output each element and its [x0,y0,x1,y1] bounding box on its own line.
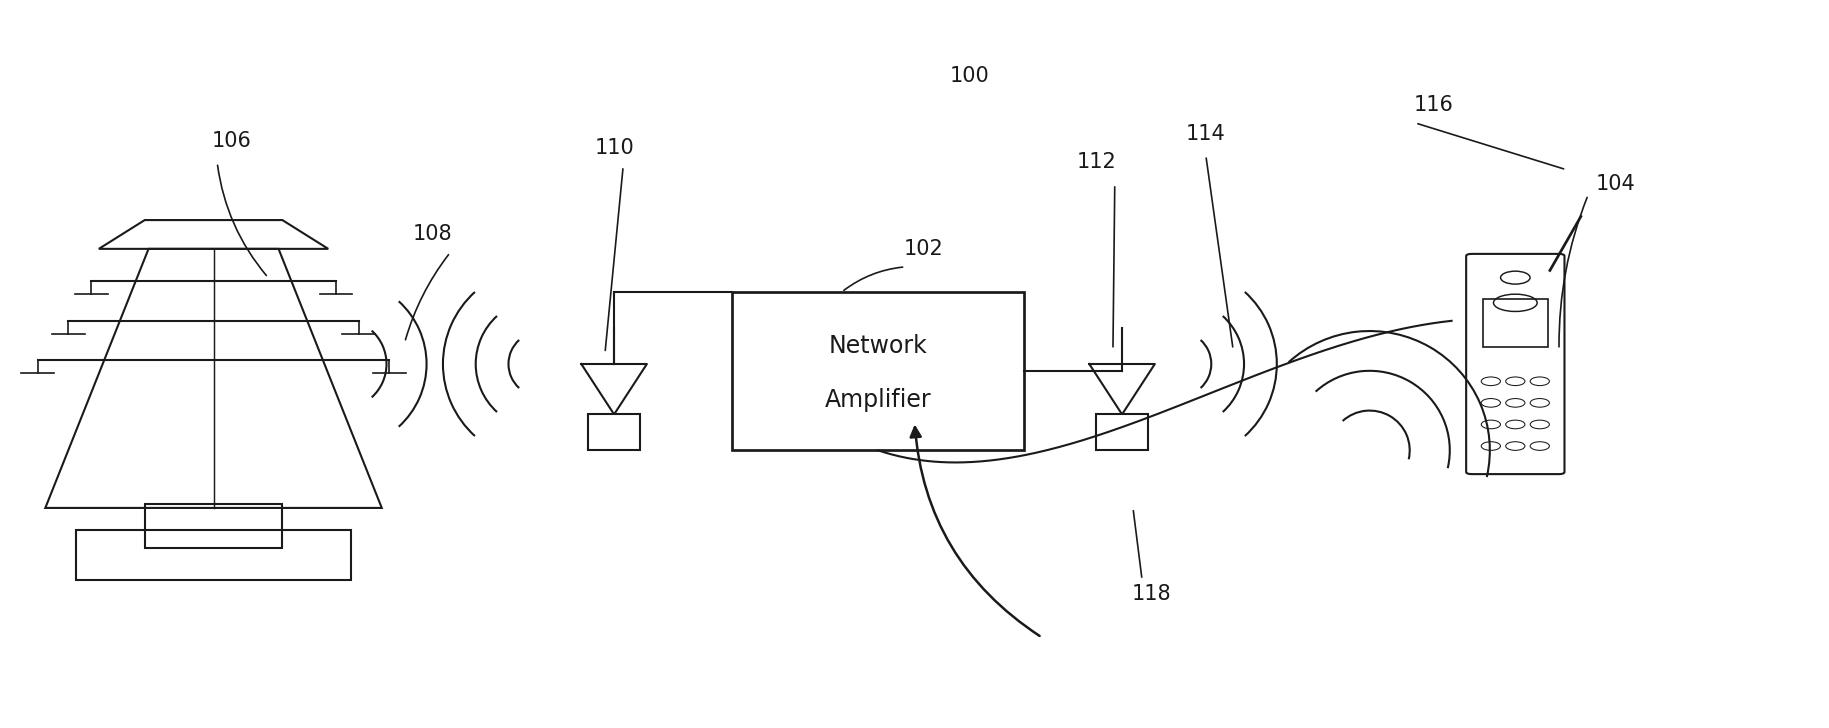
Text: 106: 106 [212,131,252,151]
Text: 104: 104 [1595,174,1635,194]
Bar [144,505,282,547]
Text: 108: 108 [412,224,452,245]
Text: 112: 112 [1077,152,1116,173]
Text: 116: 116 [1414,95,1454,115]
Bar [1483,299,1547,347]
Text: Amplifier: Amplifier [825,388,931,412]
Text: Network: Network [829,334,927,358]
Bar [75,529,351,580]
Bar [732,292,1024,451]
Bar [1096,414,1149,451]
Text: 100: 100 [949,66,989,86]
Text: 114: 114 [1185,124,1225,143]
Bar [587,414,640,451]
Text: 110: 110 [594,138,635,158]
Text: 118: 118 [1132,585,1171,604]
Text: 102: 102 [904,239,944,259]
